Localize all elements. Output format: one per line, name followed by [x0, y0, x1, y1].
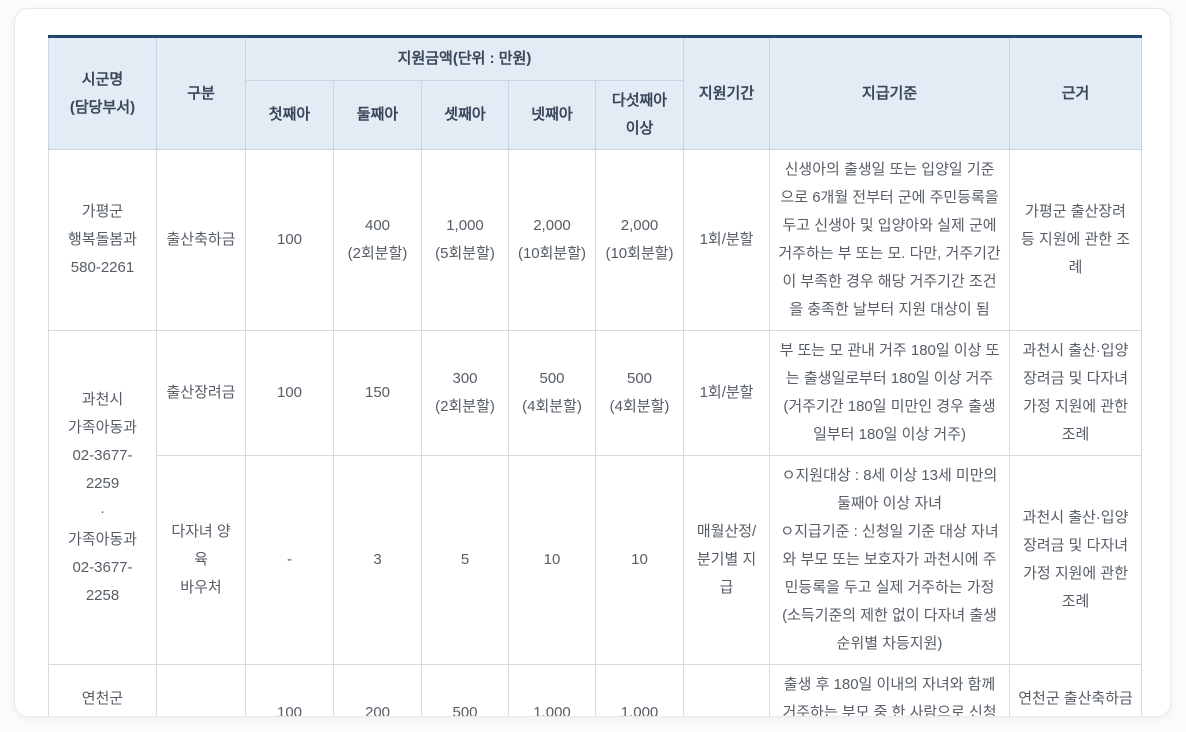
cell-amount-second: 150 [333, 330, 422, 456]
col-header-fifth-child-plus: 다섯째아 이상 [594, 80, 685, 150]
cell-amount-first: 100 [245, 149, 334, 331]
cell-criteria: 신생아의 출생일 또는 입양일 기준으로 6개월 전부터 군에 주민등록을 두고… [769, 149, 1011, 331]
cell-period: 분할 [683, 664, 771, 716]
col-header-category: 구분 [156, 36, 246, 150]
col-header-amount-group: 지원금액(단위 : 만원) [244, 36, 685, 81]
cell-amount-second: 400 (2회분할) [333, 149, 422, 331]
cell-amount-fourth: 500 (4회분할) [508, 330, 596, 456]
cell-basis: 연천군 출산축하금 등 지원에 관한 조례 [1009, 664, 1143, 716]
col-header-fourth-child: 넷째아 [508, 80, 596, 150]
header-row-children: 첫째아 둘째아 셋째아 넷째아 다섯째아 이상 [49, 80, 1142, 150]
cell-criteria: ㅇ지원대상 : 8세 이상 13세 미만의 둘째아 이상 자녀 ㅇ지급기준 : … [769, 455, 1011, 665]
table-row-gapyeong: 가평군 행복돌봄과 580-2261 출산축하금 100 400 (2회분할) … [48, 149, 1143, 331]
cell-category: 출산축하금 [156, 149, 246, 331]
cell-city-department: 연천군 사회복지과 839-2266 [48, 664, 157, 716]
cell-amount-fifth-plus: 10 [594, 455, 685, 665]
col-header-city-department: 시군명 (담당부서) [48, 36, 157, 150]
cell-amount-first: - [245, 455, 334, 665]
cell-amount-third: 300 (2회분할) [421, 330, 509, 456]
cell-basis: 과천시 출산·입양장려금 및 다자녀가정 지원에 관한 조례 [1009, 330, 1143, 456]
cell-period: 1회/분할 [683, 330, 771, 456]
cell-amount-fourth: 10 [508, 455, 596, 665]
cell-criteria: 출생 후 180일 이내의 자녀와 함께 거주하는 부모 중 한 사람으로 신청… [769, 664, 1011, 716]
cell-amount-fifth-plus: 500 (4회분할) [594, 330, 685, 456]
cell-amount-third: 500 (5회분할) [421, 664, 509, 716]
cell-amount-fourth: 1,000 (5회분할) [508, 664, 596, 716]
cell-period: 1회/분할 [683, 149, 771, 331]
col-header-criteria: 지급기준 [769, 36, 1011, 150]
table-body: 가평군 행복돌봄과 580-2261 출산축하금 100 400 (2회분할) … [48, 149, 1143, 716]
cell-amount-fifth-plus: 1,000 (5회분할) [594, 664, 685, 716]
col-header-first-child: 첫째아 [245, 80, 334, 150]
cell-category: 다자녀 양육 바우처 [156, 455, 246, 665]
cell-amount-second: 200 (2회분할) [333, 664, 422, 716]
col-header-period: 지원기간 [683, 36, 771, 150]
content-card: 시군명 (담당부서) 구분 지원금액(단위 : 만원) 지원기간 지급기준 근거… [14, 8, 1171, 717]
header-row-group: 시군명 (담당부서) 구분 지원금액(단위 : 만원) 지원기간 지급기준 근거 [48, 36, 1143, 150]
childbirth-support-table: 시군명 (담당부서) 구분 지원금액(단위 : 만원) 지원기간 지급기준 근거… [48, 35, 1143, 716]
table-row-gwacheon-voucher: 다자녀 양육 바우처 - 3 5 10 10 매월산정/분기별 지급 ㅇ지원대상… [49, 455, 1143, 665]
col-header-basis: 근거 [1009, 36, 1143, 150]
table-header: 시군명 (담당부서) 구분 지원금액(단위 : 만원) 지원기간 지급기준 근거… [48, 36, 1143, 150]
cell-category: 출산장려금 [156, 330, 246, 456]
cell-city-department: 과천시 가족아동과 02-3677-2259 · 가족아동과 02-3677-2… [48, 330, 157, 665]
table-row-yeoncheon: 연천군 사회복지과 839-2266 출산축하금 100 (2회분할) 200 … [48, 664, 1143, 716]
cell-amount-second: 3 [333, 455, 422, 665]
cell-amount-first: 100 [245, 330, 334, 456]
cell-period: 매월산정/분기별 지급 [683, 455, 771, 665]
cell-amount-fourth: 2,000 (10회분할) [508, 149, 596, 331]
cell-criteria: 부 또는 모 관내 거주 180일 이상 또는 출생일로부터 180일 이상 거… [769, 330, 1011, 456]
cell-amount-fifth-plus: 2,000 (10회분할) [594, 149, 685, 331]
cell-basis: 과천시 출산·입양장려금 및 다자녀가정 지원에 관한 조례 [1009, 455, 1143, 665]
cell-amount-first: 100 (2회분할) [245, 664, 334, 716]
cell-city-department: 가평군 행복돌봄과 580-2261 [48, 149, 157, 331]
cell-amount-third: 5 [421, 455, 509, 665]
cell-category: 출산축하금 [156, 664, 246, 716]
table-row-gwacheon-birth-grant: 과천시 가족아동과 02-3677-2259 · 가족아동과 02-3677-2… [48, 330, 1143, 665]
col-header-second-child: 둘째아 [333, 80, 422, 150]
col-header-third-child: 셋째아 [421, 80, 509, 150]
cell-amount-third: 1,000 (5회분할) [421, 149, 509, 331]
cell-basis: 가평군 출산장려 등 지원에 관한 조례 [1009, 149, 1143, 331]
